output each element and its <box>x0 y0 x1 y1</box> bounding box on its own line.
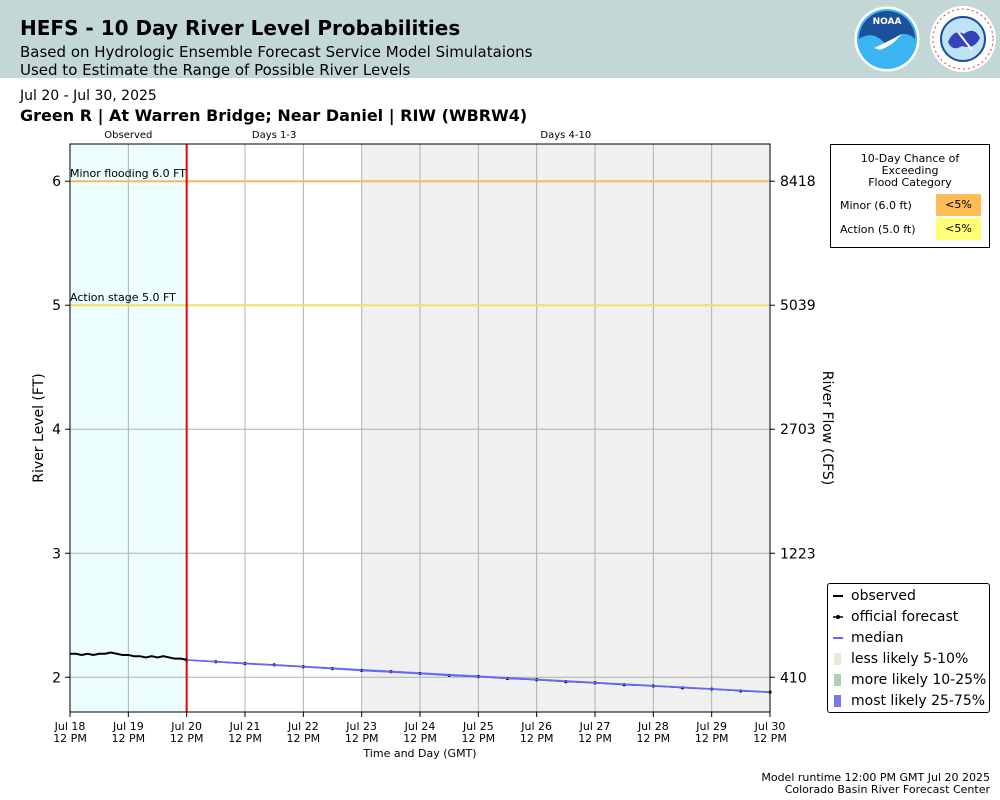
x-tick-day-label: Jul 30 <box>754 720 786 733</box>
x-tick-time-label: 12 PM <box>403 732 437 745</box>
legend-symbol-most-likely <box>834 695 841 707</box>
page-title: HEFS - 10 Day River Level Probabilities <box>20 16 461 40</box>
x-tick-day-label: Jul 20 <box>170 720 202 733</box>
y-tick-label: 2 <box>52 670 61 686</box>
series-line-median <box>186 659 771 693</box>
noaa-logo-text: NOAA <box>873 17 902 27</box>
x-tick-time-label: 12 PM <box>112 732 146 745</box>
threshold-label-0: Minor flooding 6.0 FT <box>70 167 186 180</box>
x-tick-time-label: 12 PM <box>520 732 554 745</box>
legend-symbol-observed <box>833 595 843 597</box>
noaa-logo-icon[interactable]: NOAA <box>852 4 922 74</box>
x-tick-day-label: Jul 25 <box>462 720 494 733</box>
x-tick-day-label: Jul 22 <box>287 720 319 733</box>
page-subtitle-line-2: Used to Estimate the Range of Possible R… <box>20 61 411 79</box>
x-tick-time-label: 12 PM <box>637 732 671 745</box>
model-runtime: Model runtime 12:00 PM GMT Jul 20 2025 <box>761 771 990 784</box>
x-tick-day-label: Jul 18 <box>54 720 86 733</box>
probability-row-action: Action (5.0 ft) <5% <box>840 218 981 240</box>
period-background-2 <box>361 144 770 712</box>
x-tick-day-label: Jul 27 <box>579 720 611 733</box>
station-title: Green R | At Warren Bridge; Near Daniel … <box>20 106 528 125</box>
period-background-1 <box>186 144 362 712</box>
y2-tick-label: 8418 <box>780 174 816 190</box>
probability-row-minor: Minor (6.0 ft) <5% <box>840 194 981 216</box>
legend-item-more-likely: more likely 10-25% <box>832 670 987 690</box>
legend-symbol-more-likely <box>834 674 841 686</box>
x-tick-day-label: Jul 21 <box>229 720 261 733</box>
x-tick-day-label: Jul 19 <box>112 720 144 733</box>
legend-label-less-likely: less likely 5-10% <box>851 651 969 667</box>
x-tick-time-label: 12 PM <box>287 732 321 745</box>
x-tick-day-label: Jul 28 <box>637 720 669 733</box>
legend-item-most-likely: most likely 25-75% <box>832 691 987 711</box>
nws-logo-icon[interactable] <box>928 4 998 74</box>
x-tick-time-label: 12 PM <box>753 732 787 745</box>
forecast-center: Colorado Basin River Forecast Center <box>784 783 990 796</box>
probability-title-line-3: Flood Category <box>868 176 952 189</box>
date-range: Jul 20 - Jul 30, 2025 <box>20 88 157 104</box>
y-tick-label: 6 <box>52 174 61 190</box>
probability-label-minor: Minor (6.0 ft) <box>840 199 912 212</box>
page-subtitle-line-1: Based on Hydrologic Ensemble Forecast Se… <box>20 43 533 61</box>
y2-axis-label: River Flow (CFS) <box>819 371 835 486</box>
y2-tick-label: 410 <box>780 670 807 686</box>
legend-item-official-forecast: official forecast <box>832 607 987 627</box>
series-line-observed <box>70 651 187 661</box>
chart-legend: observed official forecast median less l… <box>827 583 990 713</box>
legend-symbol-official-forecast <box>833 615 843 619</box>
x-tick-time-label: 12 PM <box>345 732 379 745</box>
period-label-0: Observed <box>104 130 152 141</box>
probability-box-title: 10-Day Chance of Exceeding Flood Categor… <box>831 153 989 189</box>
x-tick-time-label: 12 PM <box>228 732 262 745</box>
y2-tick-label: 1223 <box>780 546 816 562</box>
legend-item-median: median <box>832 628 987 648</box>
x-tick-time-label: 12 PM <box>53 732 87 745</box>
header-banner: HEFS - 10 Day River Level Probabilities … <box>0 0 1000 79</box>
flood-probability-box: 10-Day Chance of Exceeding Flood Categor… <box>830 144 990 248</box>
probability-title-line-2: Exceeding <box>881 164 939 177</box>
legend-label-official-forecast: official forecast <box>851 609 959 625</box>
legend-item-observed: observed <box>832 586 987 606</box>
y2-tick-label: 2703 <box>780 422 816 438</box>
legend-symbol-median <box>833 637 843 639</box>
y-tick-label: 5 <box>52 298 61 314</box>
probability-value-action: <5% <box>936 218 981 240</box>
legend-symbol-less-likely <box>834 653 841 665</box>
x-tick-time-label: 12 PM <box>695 732 729 745</box>
legend-label-more-likely: more likely 10-25% <box>851 672 987 688</box>
legend-item-less-likely: less likely 5-10% <box>832 649 987 669</box>
y-tick-label: 4 <box>52 422 61 438</box>
x-tick-time-label: 12 PM <box>578 732 612 745</box>
probability-label-action: Action (5.0 ft) <box>840 223 916 236</box>
legend-label-median: median <box>851 630 904 646</box>
x-tick-day-label: Jul 24 <box>404 720 436 733</box>
probability-title-line-1: 10-Day Chance of <box>860 152 960 165</box>
period-label-1: Days 1-3 <box>252 130 296 141</box>
x-axis-label: Time and Day (GMT) <box>362 747 476 760</box>
legend-label-observed: observed <box>851 588 916 604</box>
threshold-label-1: Action stage 5.0 FT <box>70 291 176 304</box>
legend-label-most-likely: most likely 25-75% <box>851 693 986 709</box>
y-axis-label: River Level (FT) <box>31 373 47 482</box>
x-tick-time-label: 12 PM <box>170 732 204 745</box>
x-tick-time-label: 12 PM <box>462 732 496 745</box>
x-tick-day-label: Jul 29 <box>695 720 727 733</box>
y-tick-label: 3 <box>52 546 61 562</box>
period-label-2: Days 4-10 <box>540 130 591 141</box>
probability-value-minor: <5% <box>936 194 981 216</box>
y2-tick-label: 5039 <box>780 298 816 314</box>
x-tick-day-label: Jul 26 <box>520 720 552 733</box>
x-tick-day-label: Jul 23 <box>345 720 377 733</box>
